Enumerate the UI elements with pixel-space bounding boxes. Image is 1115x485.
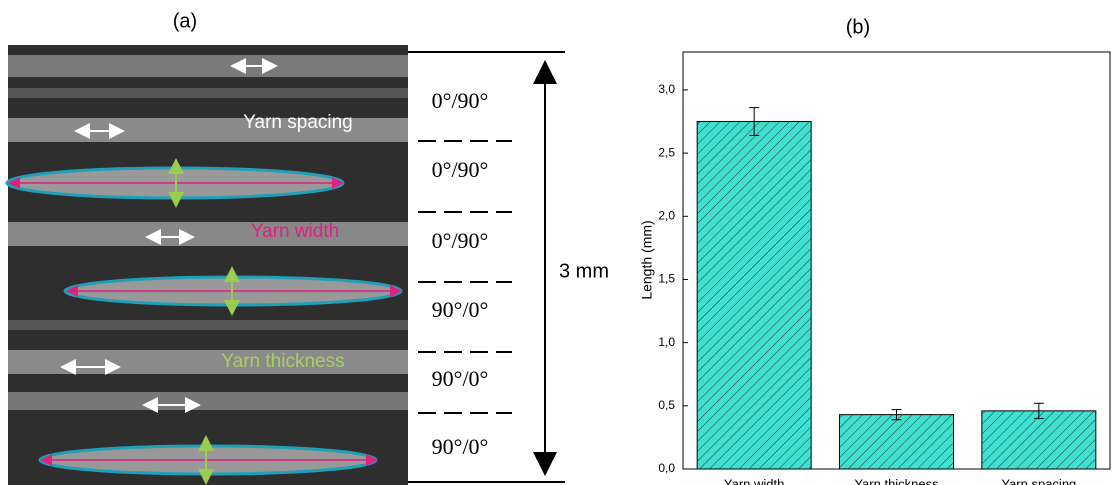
scale-label: 3 mm	[559, 260, 609, 282]
panel-label: (a)	[173, 10, 197, 32]
ply-label: 90°/0°	[432, 434, 489, 459]
y-tick-label: 2,0	[658, 208, 675, 222]
x-tick-label: Yarn thickness	[854, 476, 939, 485]
annotation: Yarn thickness	[221, 351, 344, 372]
ply-labels: 0°/90° 0°/90° 0°/90° 90°/0° 90°/0° 90°/0…	[432, 88, 489, 459]
ply-label: 90°/0°	[432, 366, 489, 391]
annotation: Yarn width	[251, 221, 339, 242]
bar-hatch	[981, 410, 1096, 469]
y-tick-label: 1,5	[658, 272, 675, 286]
bar-hatch	[697, 121, 812, 469]
ply-label: 0°/90°	[432, 228, 489, 253]
micrograph	[5, 45, 408, 485]
x-tick-label: Yarn spacing	[1001, 476, 1076, 485]
panel-label: (b)	[846, 16, 870, 38]
x-tick-label: Yarn width	[724, 476, 784, 485]
bar-hatch	[839, 414, 954, 469]
ply-label: 90°/0°	[432, 297, 489, 322]
ply-label: 0°/90°	[432, 157, 489, 182]
annotation: Yarn spacing	[243, 112, 353, 133]
y-tick-label: 2,5	[658, 145, 675, 159]
ply-label: 0°/90°	[432, 88, 489, 113]
y-axis-label: Length (mm)	[639, 220, 655, 299]
y-tick-label: 3,0	[658, 82, 675, 96]
ply-dividers	[418, 140, 512, 414]
y-tick-label: 0,5	[658, 398, 675, 412]
y-tick-label: 1,0	[658, 335, 675, 349]
y-tick-label: 0,0	[658, 461, 675, 475]
scale-bar	[408, 51, 565, 483]
